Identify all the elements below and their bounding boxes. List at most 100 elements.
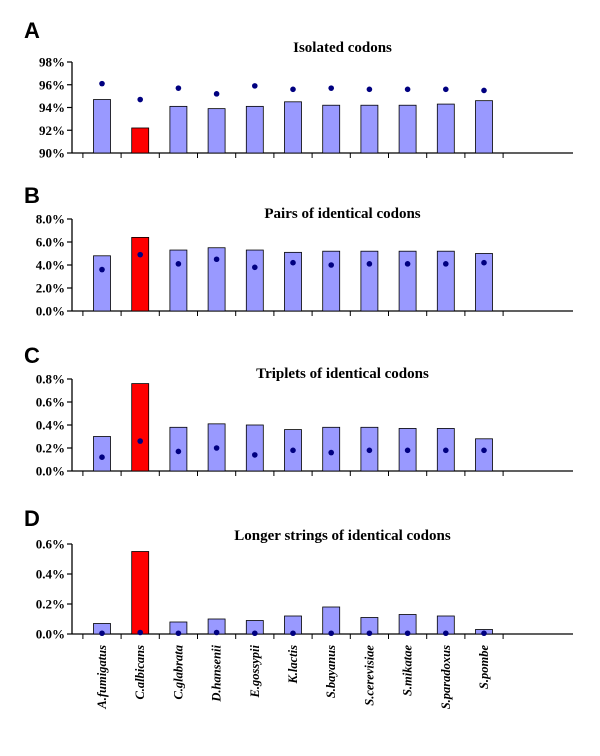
marker-point bbox=[213, 445, 220, 451]
y-tick-label: 92% bbox=[39, 123, 65, 138]
marker-point bbox=[290, 259, 296, 266]
category-label: S.cerevisiae bbox=[362, 645, 376, 706]
marker-point bbox=[290, 86, 296, 93]
bar bbox=[475, 438, 493, 472]
bar bbox=[131, 127, 150, 154]
marker-point bbox=[290, 630, 296, 637]
category-labels: A.fumigatus C.albicans C.glabrata D.hanseni… bbox=[95, 644, 491, 709]
marker-point bbox=[175, 85, 182, 91]
panel-title: Triplets of identical codons bbox=[256, 366, 429, 382]
panel-letter: D bbox=[24, 506, 40, 531]
bar bbox=[131, 383, 150, 472]
panel-letter: A bbox=[24, 18, 40, 43]
y-tick-label: 0.8% bbox=[36, 372, 65, 387]
marker-point bbox=[443, 86, 449, 93]
marker-point bbox=[328, 85, 335, 91]
marker-point bbox=[99, 266, 105, 273]
marker-point bbox=[404, 261, 411, 267]
panel-title: Longer strings of identical codons bbox=[234, 528, 451, 544]
bar bbox=[207, 108, 226, 154]
bar bbox=[245, 249, 264, 312]
marker-point bbox=[175, 448, 182, 455]
bar bbox=[360, 250, 379, 312]
bar bbox=[436, 250, 455, 312]
marker-point bbox=[481, 259, 487, 266]
category-label: K.lactis bbox=[286, 645, 300, 685]
bar bbox=[322, 104, 341, 154]
category-label: D.hansenii bbox=[210, 644, 224, 702]
marker-point bbox=[99, 630, 105, 637]
bar bbox=[475, 253, 493, 312]
panel-d: D Longer strings of identical codons 0.0% 0… bbox=[24, 506, 573, 642]
bar bbox=[93, 99, 111, 154]
y-tick-label: 0.2% bbox=[36, 441, 65, 456]
marker-point bbox=[481, 447, 487, 454]
y-tick-label: 0.0% bbox=[36, 627, 65, 642]
marker-point bbox=[290, 447, 296, 454]
marker-point bbox=[252, 452, 258, 458]
y-tick-label: 98% bbox=[39, 55, 65, 70]
bar bbox=[284, 251, 302, 312]
category-label: E.gossypii bbox=[248, 644, 262, 698]
bar bbox=[245, 424, 264, 472]
marker-point bbox=[213, 91, 220, 97]
panel-c: C Triplets of identical codons 0.0% 0.2% 0.4… bbox=[24, 343, 573, 479]
marker-point bbox=[366, 447, 373, 454]
marker-point bbox=[366, 261, 373, 267]
marker-point bbox=[137, 438, 143, 444]
bar bbox=[131, 236, 150, 312]
y-tick-label: 0.0% bbox=[36, 464, 65, 479]
marker-point bbox=[404, 630, 411, 637]
marker-point bbox=[366, 630, 373, 637]
y-tick-label: 4.0% bbox=[36, 258, 65, 273]
marker-point bbox=[443, 447, 449, 454]
bar bbox=[131, 551, 150, 635]
bar bbox=[475, 100, 493, 154]
marker-point bbox=[443, 630, 449, 637]
y-tick-label: 96% bbox=[39, 77, 65, 92]
y-tick-label: 8.0% bbox=[36, 212, 65, 227]
y-tick-label: 0.2% bbox=[36, 597, 65, 612]
y-tick-label: 94% bbox=[39, 100, 65, 115]
bar bbox=[284, 101, 302, 154]
bar bbox=[245, 105, 264, 154]
marker-point bbox=[328, 449, 335, 456]
category-label: S.pombe bbox=[477, 645, 491, 690]
marker-point bbox=[404, 447, 411, 454]
marker-point bbox=[252, 630, 258, 637]
marker-point bbox=[443, 261, 449, 267]
marker-point bbox=[481, 630, 487, 637]
panel-b: B Pairs of identical codons 0.0% 2.0% 4.0% 6.… bbox=[24, 183, 573, 319]
panel-title: Pairs of identical codons bbox=[264, 206, 420, 222]
bar bbox=[93, 255, 111, 312]
bar bbox=[207, 247, 226, 312]
marker-point bbox=[252, 83, 258, 89]
category-label: C.albicans bbox=[133, 645, 147, 700]
category-label: S.paradoxus bbox=[439, 645, 453, 709]
category-label: S.bayanus bbox=[324, 645, 338, 698]
y-tick-label: 6.0% bbox=[36, 235, 65, 250]
marker-point bbox=[213, 256, 220, 263]
marker-point bbox=[99, 80, 105, 87]
bar bbox=[322, 426, 341, 472]
marker-point bbox=[175, 261, 182, 267]
bar bbox=[398, 104, 417, 154]
panel-letter: C bbox=[24, 343, 40, 368]
panel-a: A Isolated codons 90% 92% 94% 96% 98% bbox=[24, 18, 573, 161]
panel-title: Isolated codons bbox=[293, 40, 392, 56]
marker-point bbox=[328, 262, 335, 268]
y-tick-label: 0.0% bbox=[36, 304, 65, 319]
y-tick-label: 2.0% bbox=[36, 281, 65, 296]
marker-point bbox=[366, 86, 373, 93]
y-tick-label: 0.4% bbox=[36, 567, 65, 582]
category-label: C.glabrata bbox=[171, 645, 185, 700]
bar bbox=[169, 249, 188, 312]
marker-point bbox=[137, 629, 143, 636]
marker-point bbox=[137, 96, 143, 103]
y-tick-label: 90% bbox=[39, 146, 65, 161]
panels: A Isolated codons 90% 92% 94% 96% 98% B Pairs of… bbox=[24, 18, 573, 642]
marker-point bbox=[404, 86, 411, 93]
marker-point bbox=[252, 264, 258, 271]
panel-letter: B bbox=[24, 183, 40, 208]
